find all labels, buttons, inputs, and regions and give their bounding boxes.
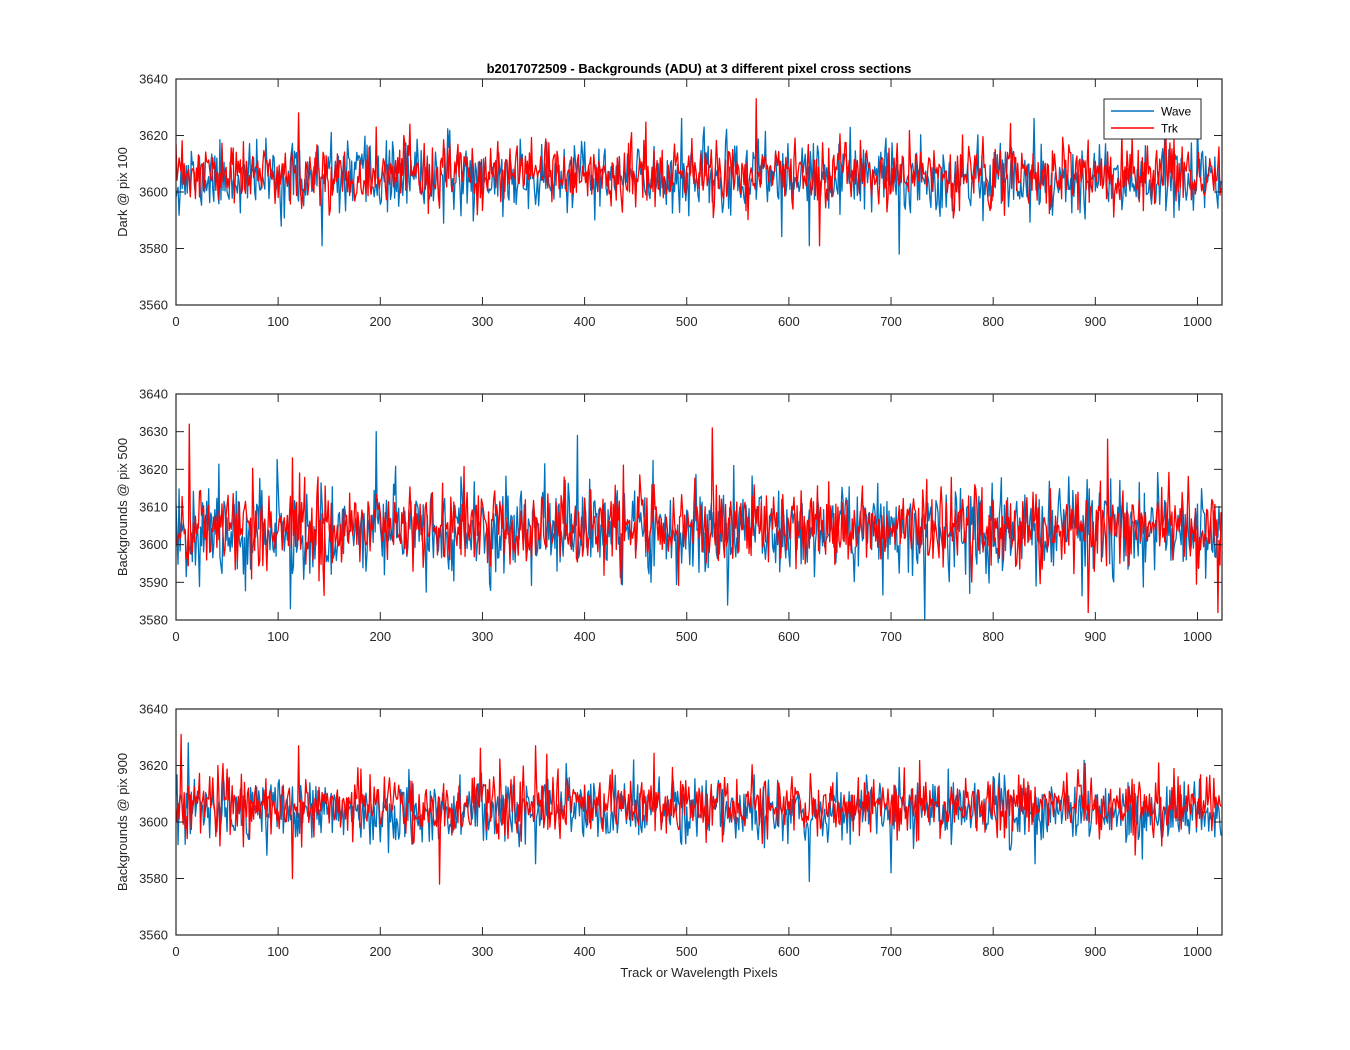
x-tick-label: 500 xyxy=(676,944,698,959)
x-tick-label: 300 xyxy=(472,944,494,959)
series-group xyxy=(176,733,1222,885)
x-tick-label: 900 xyxy=(1084,314,1106,329)
y-tick-label: 3610 xyxy=(139,500,168,515)
legend-label-trk: Trk xyxy=(1161,122,1179,136)
series-group xyxy=(176,423,1222,620)
y-tick-label: 3600 xyxy=(139,815,168,830)
series-line-trk xyxy=(176,98,1222,247)
y-axis-label: Backgrounds @ pix 900 xyxy=(115,753,130,891)
x-tick-label: 600 xyxy=(778,314,800,329)
series-line-trk xyxy=(176,423,1222,614)
x-tick-label: 500 xyxy=(676,629,698,644)
subplot-backgrounds-pix-500: 0 100 200 300 400 500 600 700 800 900 1000 3580 3590… xyxy=(115,387,1223,644)
legend: Wave Trk xyxy=(1103,98,1202,140)
x-tick-label: 100 xyxy=(267,944,289,959)
y-tick-label: 3620 xyxy=(139,758,168,773)
y-axis-label: Backgrounds @ pix 500 xyxy=(115,438,130,576)
x-tick-label: 700 xyxy=(880,629,902,644)
legend-label-wave: Wave xyxy=(1161,105,1192,119)
y-tick-label: 3560 xyxy=(139,928,168,943)
x-tick-label: 700 xyxy=(880,944,902,959)
legend-box xyxy=(1103,98,1202,140)
x-tick-label: 700 xyxy=(880,314,902,329)
x-tick-label: 400 xyxy=(574,944,596,959)
subplot-dark-pix-100: 0 100 200 300 400 500 600 700 800 900 1000 3560 3580… xyxy=(115,72,1223,329)
x-tick-label: 0 xyxy=(172,944,179,959)
x-tick-label: 800 xyxy=(982,629,1004,644)
x-tick-label: 400 xyxy=(574,314,596,329)
x-tick-label: 200 xyxy=(369,314,391,329)
x-tick-label: 200 xyxy=(369,629,391,644)
x-tick-label: 300 xyxy=(472,314,494,329)
x-tick-label: 100 xyxy=(267,314,289,329)
x-axis-label: Track or Wavelength Pixels xyxy=(620,965,778,980)
y-tick-label: 3580 xyxy=(139,871,168,886)
x-tick-label: 800 xyxy=(982,314,1004,329)
y-tick-label: 3640 xyxy=(139,702,168,717)
x-tick-label: 600 xyxy=(778,629,800,644)
x-tick-label: 100 xyxy=(267,629,289,644)
x-tick-label: 900 xyxy=(1084,944,1106,959)
x-tick-label: 600 xyxy=(778,944,800,959)
y-tick-label: 3590 xyxy=(139,575,168,590)
y-tick-label: 3580 xyxy=(139,613,168,628)
x-tick-label: 1000 xyxy=(1183,944,1212,959)
y-tick-label: 3600 xyxy=(139,537,168,552)
series-line-trk xyxy=(176,733,1222,885)
x-tick-label: 300 xyxy=(472,629,494,644)
y-tick-label: 3600 xyxy=(139,185,168,200)
y-axis-label: Dark @ pix 100 xyxy=(115,147,130,237)
y-tick-label: 3620 xyxy=(139,462,168,477)
x-tick-label: 1000 xyxy=(1183,314,1212,329)
x-tick-label: 200 xyxy=(369,944,391,959)
y-tick-label: 3620 xyxy=(139,128,168,143)
y-tick-label: 3560 xyxy=(139,298,168,313)
y-tick-label: 3580 xyxy=(139,241,168,256)
y-tick-label: 3640 xyxy=(139,72,168,87)
x-tick-label: 400 xyxy=(574,629,596,644)
subplot-backgrounds-pix-900: 0 100 200 300 400 500 600 700 800 900 1000 3560 3580… xyxy=(115,702,1223,959)
x-tick-label: 0 xyxy=(172,314,179,329)
series-group xyxy=(176,98,1222,255)
y-tick-label: 3630 xyxy=(139,424,168,439)
x-tick-label: 1000 xyxy=(1183,629,1212,644)
x-tick-label: 800 xyxy=(982,944,1004,959)
x-tick-label: 900 xyxy=(1084,629,1106,644)
x-tick-label: 0 xyxy=(172,629,179,644)
x-tick-label: 500 xyxy=(676,314,698,329)
figure-title: b2017072509 - Backgrounds (ADU) at 3 dif… xyxy=(487,61,912,76)
y-tick-label: 3640 xyxy=(139,387,168,402)
